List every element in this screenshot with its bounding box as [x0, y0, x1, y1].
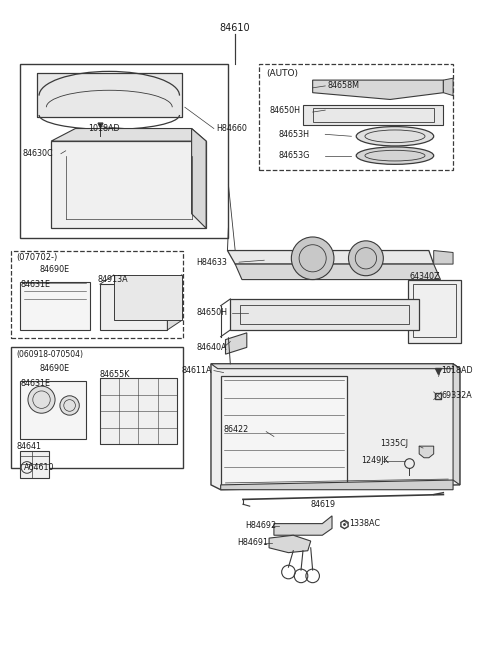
Circle shape	[348, 241, 384, 276]
Text: 84913A: 84913A	[97, 275, 128, 284]
Polygon shape	[114, 275, 182, 320]
Text: 84631E: 84631E	[20, 280, 50, 289]
Text: 84641: 84641	[16, 441, 41, 451]
Text: 84690E: 84690E	[39, 364, 70, 373]
Polygon shape	[230, 299, 419, 330]
Polygon shape	[303, 105, 444, 125]
Polygon shape	[444, 78, 453, 96]
Text: 84630C: 84630C	[22, 149, 53, 158]
Bar	[11, 251, 183, 338]
Bar	[100, 379, 177, 444]
Text: A64610: A64610	[24, 463, 55, 472]
Polygon shape	[36, 73, 182, 117]
Text: 84653G: 84653G	[279, 151, 310, 160]
Polygon shape	[235, 264, 441, 279]
Polygon shape	[51, 129, 206, 141]
Text: 1018AD: 1018AD	[88, 124, 120, 133]
Bar	[20, 451, 49, 478]
Circle shape	[291, 237, 334, 279]
Bar	[20, 64, 228, 238]
Text: 69332A: 69332A	[442, 391, 472, 400]
Text: 84655K: 84655K	[100, 370, 130, 379]
Polygon shape	[312, 80, 444, 100]
Polygon shape	[168, 275, 182, 330]
Text: H84633: H84633	[196, 258, 228, 266]
Ellipse shape	[356, 127, 434, 146]
Polygon shape	[274, 516, 332, 535]
Text: H84660: H84660	[216, 124, 247, 133]
Text: 1249JK: 1249JK	[361, 456, 389, 465]
Text: 1018AD: 1018AD	[442, 366, 473, 375]
Bar	[408, 279, 461, 342]
Circle shape	[28, 386, 55, 413]
Polygon shape	[221, 480, 453, 490]
Text: 84653H: 84653H	[279, 130, 310, 139]
Text: 84658M: 84658M	[327, 81, 359, 91]
Text: 1335CJ: 1335CJ	[381, 439, 408, 448]
Bar	[20, 281, 90, 330]
Polygon shape	[269, 535, 311, 552]
Text: 86422: 86422	[224, 425, 249, 434]
Polygon shape	[100, 275, 114, 285]
Text: (060918-070504): (060918-070504)	[16, 350, 84, 359]
Text: 64340Z: 64340Z	[409, 272, 440, 281]
Bar	[413, 285, 456, 337]
Polygon shape	[211, 364, 460, 490]
Text: H84691: H84691	[237, 539, 268, 548]
Text: 84611A: 84611A	[182, 366, 213, 375]
Text: 84690E: 84690E	[39, 266, 70, 274]
Text: (070702-): (070702-)	[16, 253, 58, 262]
Text: H84692: H84692	[245, 521, 276, 530]
Text: 84631E: 84631E	[20, 379, 50, 388]
Polygon shape	[419, 446, 434, 458]
Text: (AUTO): (AUTO)	[266, 69, 298, 78]
Bar	[11, 348, 183, 468]
Text: 1338AC: 1338AC	[349, 519, 381, 528]
Polygon shape	[192, 129, 206, 228]
Polygon shape	[211, 364, 460, 369]
Bar	[221, 377, 347, 488]
Bar	[51, 141, 206, 228]
Text: 84650H: 84650H	[196, 308, 228, 317]
Text: 84619: 84619	[311, 500, 336, 509]
Text: 84640A: 84640A	[196, 343, 227, 352]
Polygon shape	[100, 285, 168, 330]
Text: 84650H: 84650H	[269, 106, 300, 115]
Ellipse shape	[356, 147, 434, 165]
Polygon shape	[226, 333, 247, 354]
Polygon shape	[453, 364, 460, 485]
Bar	[20, 381, 86, 440]
Text: 84610: 84610	[220, 23, 251, 33]
Polygon shape	[434, 251, 453, 264]
Circle shape	[60, 396, 79, 415]
Polygon shape	[228, 251, 434, 264]
Bar	[259, 64, 453, 170]
